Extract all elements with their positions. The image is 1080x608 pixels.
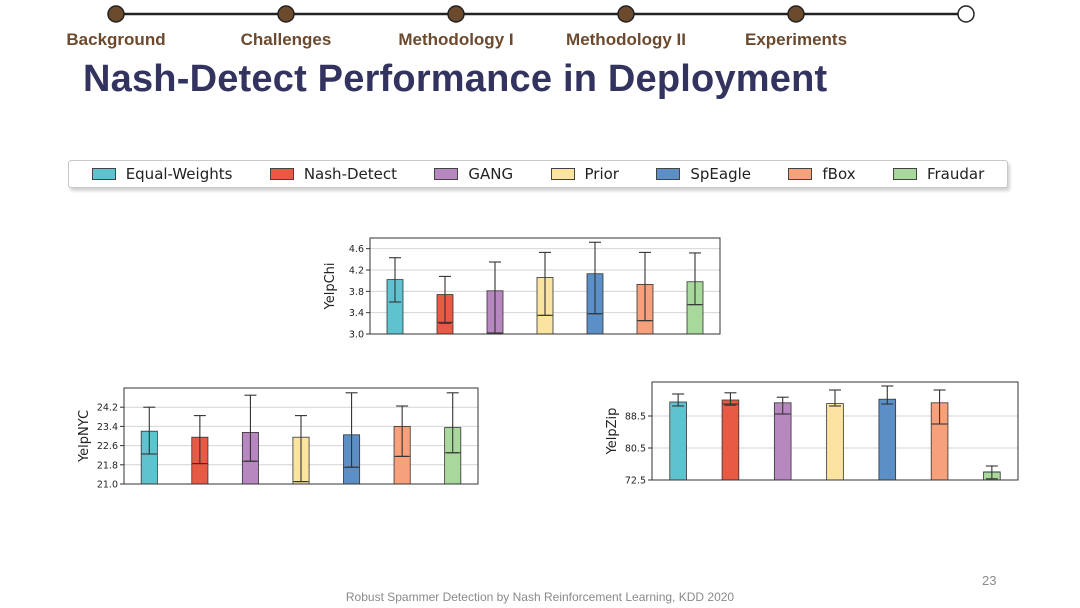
- progress-dot-3: [447, 5, 465, 23]
- plot-frame: [369, 237, 721, 335]
- y-tick-label: 21.0: [97, 480, 118, 491]
- plot-frame: [651, 381, 1019, 481]
- legend-swatch: [892, 168, 917, 180]
- legend-swatch: [788, 168, 813, 180]
- bar-yelpzip-4: [826, 403, 844, 481]
- legend-item-2: Nash-Detect: [269, 165, 397, 183]
- legend-item-3: GANG: [434, 165, 513, 183]
- progress-dot-4: [617, 5, 635, 23]
- bar-yelpzip-2: [721, 399, 740, 481]
- y-tick-label: 24.2: [97, 403, 118, 414]
- y-axis-label: YelpChi: [323, 262, 338, 310]
- y-tick-label: 88.5: [625, 412, 646, 423]
- y-tick-label: 3.8: [349, 287, 364, 298]
- progress-dot-1: [107, 5, 125, 23]
- legend-label: Fraudar: [926, 165, 985, 183]
- bar-yelpzip-1: [669, 401, 687, 481]
- legend-item-6: fBox: [788, 165, 856, 183]
- legend-swatch: [269, 168, 294, 180]
- chart-yelpnyc: 21.0 21.8 22.6 23.4 24.2 YelpNYC: [77, 387, 479, 491]
- bar-yelpzip-5: [878, 398, 897, 481]
- chart-yelpchi: 3.0 3.4 3.8 4.2 4.6 YelpChi: [323, 237, 721, 341]
- y-tick-label: 4.2: [349, 266, 364, 277]
- y-axis-label: YelpNYC: [77, 410, 92, 463]
- page-title: Nash-Detect Performance in Deployment: [83, 58, 828, 100]
- y-tick-label: 80.5: [625, 444, 646, 455]
- nav-step-3[interactable]: Methodology I: [398, 30, 514, 49]
- nav-step-5[interactable]: Experiments: [744, 30, 848, 49]
- footer-text: Robust Spammer Detection by Nash Reinfor…: [345, 590, 735, 604]
- y-tick-label: 72.5: [625, 476, 646, 487]
- progress-bar: [107, 5, 975, 23]
- nav-step-1[interactable]: Background: [66, 30, 166, 49]
- nav-step-2[interactable]: Challenges: [240, 30, 332, 49]
- legend-label: SpEagle: [690, 165, 752, 183]
- chart-legend: Equal-Weights Nash-Detect GANG Prior SpEagle…: [68, 160, 1008, 188]
- progress-dot-6: [957, 5, 975, 23]
- progress-dot-5: [787, 5, 805, 23]
- legend-label: Nash-Detect: [303, 165, 397, 183]
- y-tick-label: 4.6: [349, 244, 364, 255]
- legend-swatch: [550, 168, 575, 180]
- legend-label: fBox: [822, 165, 856, 183]
- page-number: 23: [982, 573, 997, 588]
- legend-item-7: Fraudar: [892, 165, 985, 183]
- plot-frame: [123, 387, 479, 485]
- legend-label: GANG: [468, 165, 514, 183]
- y-tick-label: 3.0: [349, 330, 364, 341]
- nav-step-4[interactable]: Methodology II: [566, 30, 686, 49]
- progress-dot-2: [277, 5, 295, 23]
- y-tick-label: 23.4: [97, 422, 118, 433]
- legend-label: Equal-Weights: [125, 165, 233, 183]
- y-axis-label: YelpZip: [605, 408, 620, 456]
- legend-item-4: Prior: [550, 165, 619, 183]
- y-tick-label: 21.8: [97, 460, 118, 471]
- legend-item-1: Equal-Weights: [91, 165, 233, 183]
- legend-swatch: [434, 168, 459, 180]
- legend-swatch: [656, 168, 681, 180]
- chart-yelpzip: 72.5 80.5 88.5 YelpZip: [605, 381, 1019, 487]
- y-tick-label: 22.6: [97, 441, 118, 452]
- y-tick-label: 3.4: [349, 308, 364, 319]
- legend-swatch: [91, 168, 116, 180]
- legend-item-5: SpEagle: [656, 165, 751, 183]
- legend-label: Prior: [584, 165, 619, 183]
